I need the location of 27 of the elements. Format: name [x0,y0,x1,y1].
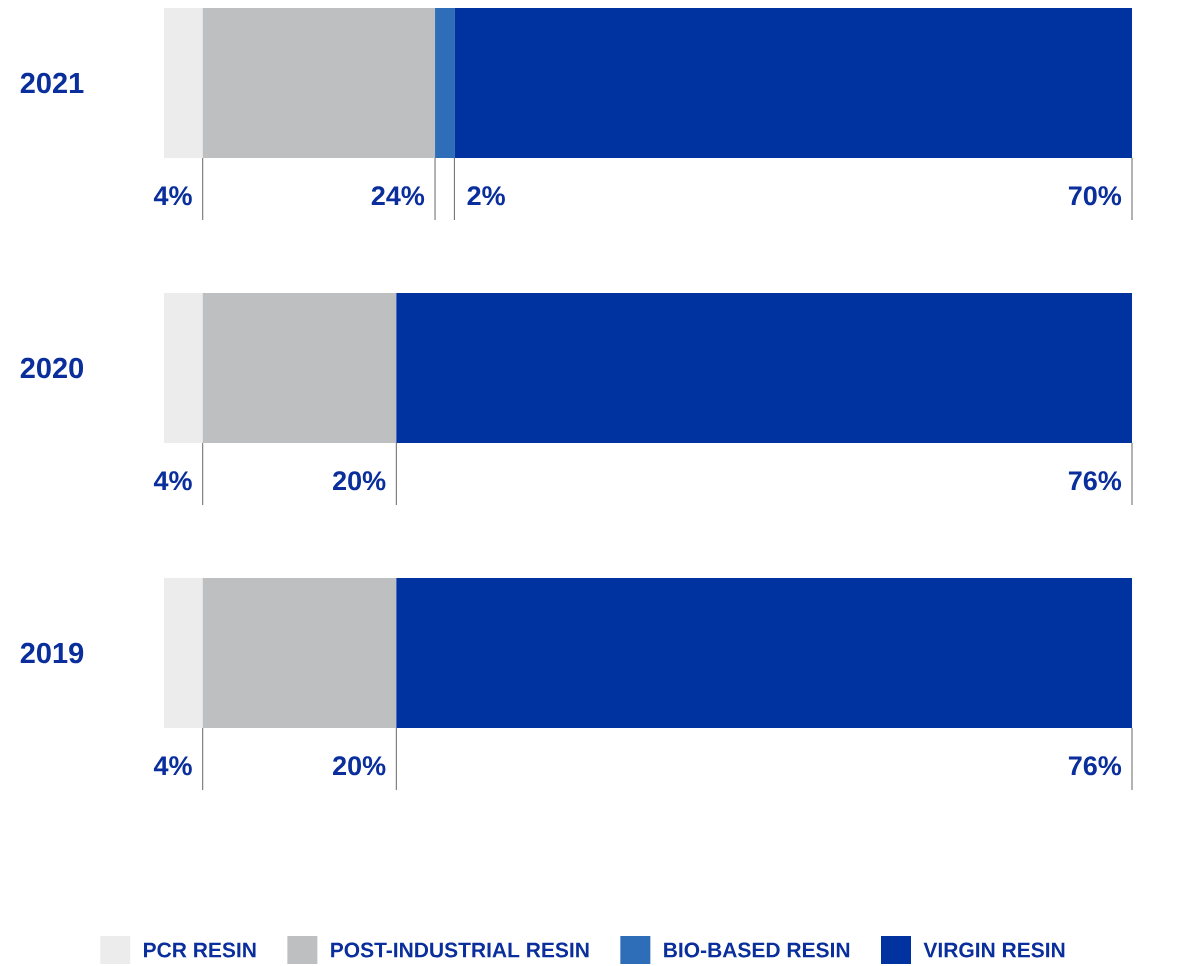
bar [435,8,455,158]
legend-label: POST-INDUSTRIAL RESIN [331,942,589,958]
data-label: 4% [153,186,192,206]
bar [396,578,1133,729]
data-label: 70% [1068,186,1122,206]
y-tick-label: 2021 [20,72,84,94]
bar [454,8,1133,158]
bar [202,8,436,158]
bar [164,578,203,729]
bar [396,293,1133,443]
y-tick-label: 2020 [20,357,84,379]
data-label: 20% [333,471,386,491]
bar [164,8,203,158]
y-tick-label: 2019 [20,642,84,664]
bar [202,293,397,443]
bar [164,293,203,443]
data-label: 76% [1068,756,1122,776]
data-label: 4% [153,471,192,491]
legend-label: PCR RESIN [144,942,256,958]
legend-label: BIO-BASED RESIN [664,942,850,958]
data-label: 20% [333,756,386,776]
legend-label: VIRGIN RESIN [923,942,1065,958]
data-label: 24% [371,186,425,206]
data-label: 4% [153,756,192,776]
data-label: 76% [1068,471,1122,491]
data-label: 2% [467,186,505,206]
bar [202,578,397,729]
